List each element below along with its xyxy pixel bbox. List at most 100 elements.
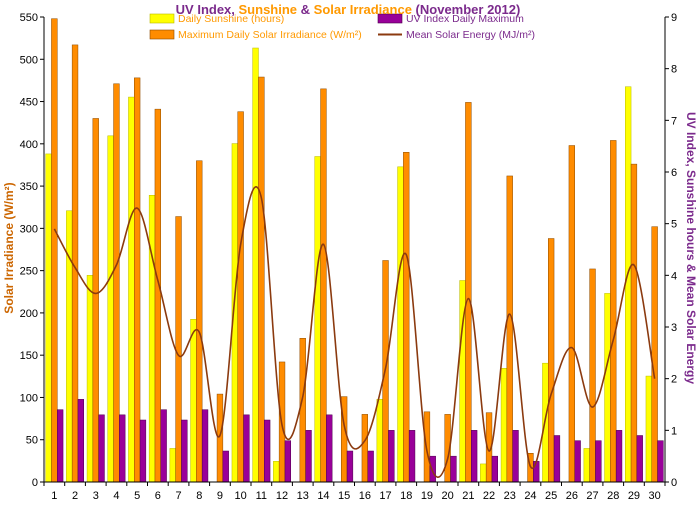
uv-bar-25 [553,435,561,483]
y-left-tick-label: 550 [20,12,38,24]
legend-label: Mean Solar Energy (MJ/m²) [406,29,535,41]
sunshine-bar-1 [45,153,52,483]
legend-label: Maximum Daily Solar Irradiance (W/m²) [178,29,362,41]
x-tick-label: 1 [51,490,57,502]
irradiance-bar-18 [403,152,410,483]
title-part-amp: & [297,2,314,17]
y-right-tick-label: 7 [671,115,677,127]
uv-bar-7 [181,419,188,483]
uv-bar-24 [533,461,540,483]
sunshine-bar-28 [604,293,611,483]
irradiance-bar-21 [465,102,472,483]
y-left-tick-label: 200 [20,308,38,320]
x-tick-label: 24 [524,490,536,502]
y-right-tick-label: 2 [671,374,677,386]
sunshine-bar-6 [148,195,156,483]
sunshine-bar-3 [86,275,94,483]
irradiance-bar-27 [589,268,596,483]
irradiance-bar-29 [630,163,638,483]
x-tick-label: 19 [421,490,433,502]
uv-bar-26 [574,440,581,483]
sunshine-bar-12 [273,461,280,483]
uv-bar-21 [471,430,478,483]
x-tick-label: 23 [504,490,516,502]
x-tick-label: 7 [175,490,181,502]
uv-bar-22 [491,455,499,483]
y-left-tick-label: 500 [20,54,38,66]
legend-item-uv: UV Index Daily Maximum [377,13,524,25]
title-part-uv: UV Index, [176,2,239,17]
uv-bar-15 [346,450,354,483]
y-right-tick-label: 0 [671,477,677,489]
legend-swatch [149,29,175,40]
legend-swatch [377,13,403,24]
x-tick-label: 13 [297,490,309,502]
sunshine-bar-27 [583,448,590,483]
y-right-tick-label: 4 [671,270,677,282]
x-tick-label: 17 [379,490,391,502]
sunshine-bar-14 [314,156,321,483]
y-right-tick-label: 3 [671,322,677,334]
x-tick-label: 28 [607,490,619,502]
y-right-tick-label: 1 [671,425,677,437]
x-tick-label: 18 [400,490,412,502]
legend-item-energy: Mean Solar Energy (MJ/m²) [378,29,535,41]
y-left-tick-label: 300 [20,223,38,235]
x-tick-label: 6 [155,490,161,502]
x-tick-label: 4 [113,490,119,502]
uv-bar-11 [264,419,271,483]
irradiance-bar-11 [258,76,265,483]
legend: Daily Sunshine (hours) UV Index Daily Max… [149,13,535,41]
title-part-solar: Solar Irradiance [314,2,412,17]
x-tick-label: 30 [649,490,661,502]
sunshine-bar-8 [190,319,197,483]
legend-label: UV Index Daily Maximum [406,13,524,25]
title-part-sunshine: Sunshine [239,2,298,17]
x-tick-label: 11 [256,490,267,502]
y-left-tick-label: 350 [20,181,38,193]
uv-bar-16 [367,450,374,483]
x-tick-label: 29 [628,490,640,502]
uv-bar-19 [429,455,436,483]
y-axis-right-label: UV Index, Sunshine hours & Mean Solar En… [684,112,696,384]
sunshine-bar-4 [107,135,114,483]
sunshine-bar-11 [252,47,259,483]
x-tick-label: 2 [72,490,78,502]
uv-bar-3 [98,414,105,483]
x-tick-label: 16 [359,490,371,502]
irradiance-bar-4 [113,83,120,483]
y-left-tick-label: 150 [20,350,38,362]
sunshine-bar-30 [645,375,653,483]
axes-layer: 0501001502002503003504004505005500123456… [20,12,677,502]
sunshine-bar-7 [169,448,176,483]
y-right-tick-label: 8 [671,64,677,76]
x-tick-label: 21 [462,490,474,502]
legend-label: Daily Sunshine (hours) [178,13,284,25]
x-tick-label: 15 [338,490,350,502]
uv-bar-10 [243,414,250,483]
uv-bar-1 [57,409,64,483]
x-tick-label: 25 [545,490,557,502]
sunshine-bar-29 [625,86,632,483]
y-right-tick-label: 5 [671,219,677,231]
uv-bar-5 [139,419,147,483]
energy-line [53,186,656,478]
y-right-tick-label: 9 [671,12,677,24]
y-left-tick-label: 100 [20,392,38,404]
uv-bar-12 [284,440,292,483]
irradiance-bar-7 [175,216,182,483]
uv-bar-17 [388,430,395,483]
irradiance-bar-9 [216,393,224,483]
x-tick-label: 14 [317,490,329,502]
sunshine-bar-18 [397,166,404,483]
uv-bar-23 [512,430,519,483]
uv-bar-6 [160,409,167,483]
sunshine-bar-23 [500,368,508,483]
uv-bar-28 [615,430,623,483]
irradiance-bar-10 [237,111,244,483]
x-tick-label: 27 [586,490,598,502]
x-tick-label: 22 [483,490,495,502]
irradiance-bar-5 [134,77,141,483]
